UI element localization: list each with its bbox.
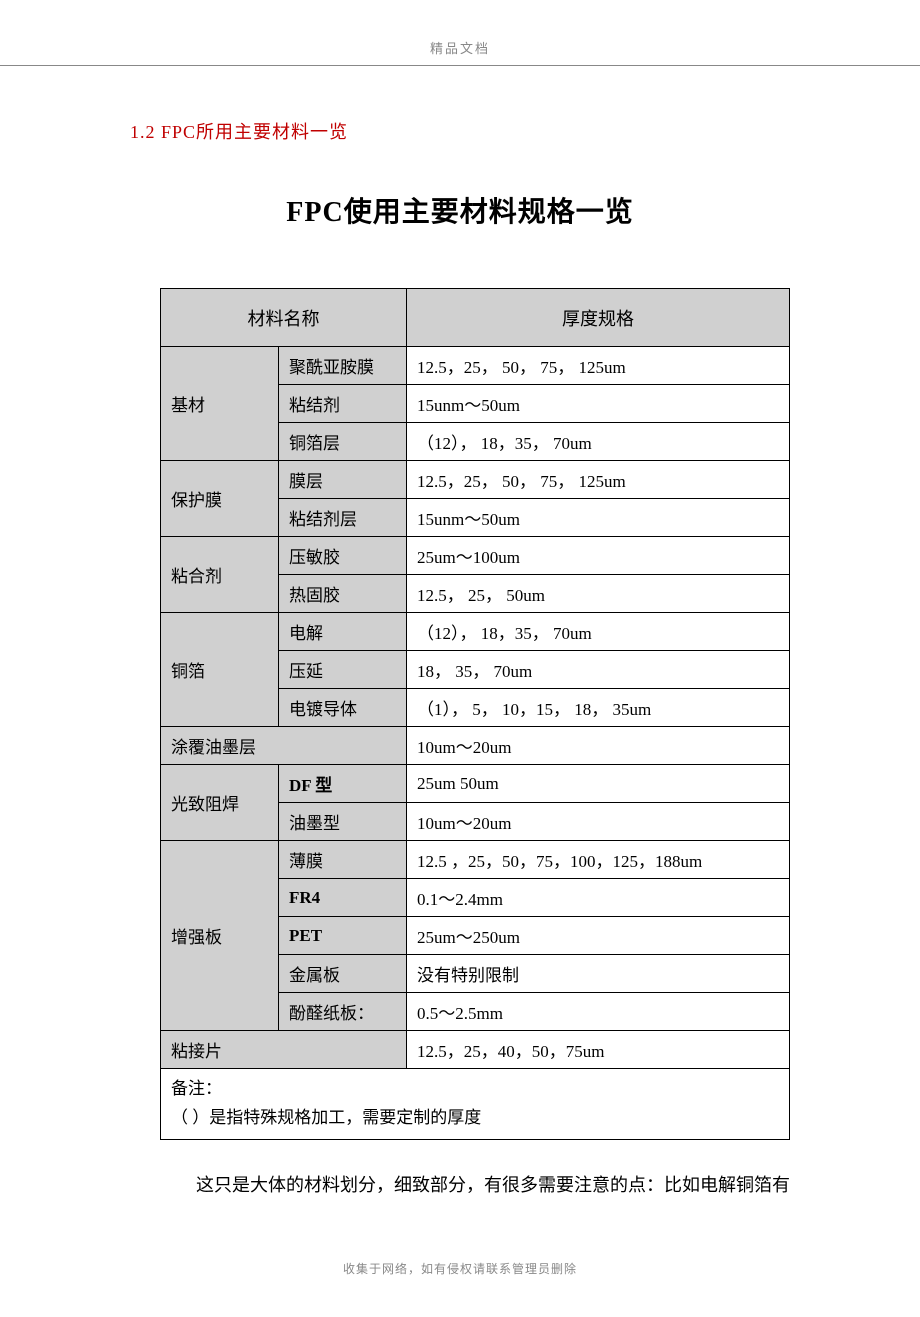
cell-subcategory: 电镀导体: [279, 689, 407, 727]
cell-spec: 0.1～2.4mm: [407, 879, 790, 917]
table-row: 铜箔电解（12）， 18，35， 70um: [161, 613, 790, 651]
col-header-spec: 厚度规格: [407, 289, 790, 347]
cell-subcategory: 铜箔层: [279, 423, 407, 461]
cell-category: 保护膜: [161, 461, 279, 537]
cell-category: 光致阻焊: [161, 765, 279, 841]
table-row: 增强板薄膜12.5 ，25，50，75，100，125，188um: [161, 841, 790, 879]
document-page: 精品文档 1.2 FPC所用主要材料一览 FPC使用主要材料规格一览 材料名称 …: [0, 0, 920, 1317]
cell-subcategory: 薄膜: [279, 841, 407, 879]
col-header-name: 材料名称: [161, 289, 407, 347]
cell-subcategory: 粘结剂: [279, 385, 407, 423]
cell-subcategory: 油墨型: [279, 803, 407, 841]
cell-subcategory: 电解: [279, 613, 407, 651]
materials-table-wrap: 材料名称 厚度规格 基材聚酰亚胺膜12.5，25， 50， 75， 125um粘…: [160, 288, 790, 1140]
cell-subcategory: FR4: [279, 879, 407, 917]
cell-category: 铜箔: [161, 613, 279, 727]
cell-spec: （1）， 5， 10，15， 18， 35um: [407, 689, 790, 727]
cell-subcategory: 热固胶: [279, 575, 407, 613]
table-header-row: 材料名称 厚度规格: [161, 289, 790, 347]
cell-spec: 18， 35， 70um: [407, 651, 790, 689]
cell-spec: 12.5，25， 50， 75， 125um: [407, 347, 790, 385]
cell-subcategory: 金属板: [279, 955, 407, 993]
cell-spec: 12.5，25，40，50，75um: [407, 1031, 790, 1069]
table-note-row: 备注：（ ）是指特殊规格加工，需要定制的厚度: [161, 1069, 790, 1140]
cell-note: 备注：（ ）是指特殊规格加工，需要定制的厚度: [161, 1069, 790, 1140]
cell-subcategory: 压延: [279, 651, 407, 689]
cell-spec: 15unm～50um: [407, 385, 790, 423]
table-row: 粘接片12.5，25，40，50，75um: [161, 1031, 790, 1069]
cell-category: 增强板: [161, 841, 279, 1031]
body-paragraph: 这只是大体的材料划分，细致部分，有很多需要注意的点：比如电解铜箔有: [160, 1170, 790, 1201]
table-row: 粘合剂压敏胶25um～100um: [161, 537, 790, 575]
section-number: 1.2 FPC所用主要材料一览: [130, 118, 920, 144]
cell-spec: 25um 50um: [407, 765, 790, 803]
table-row: 涂覆油墨层10um～20um: [161, 727, 790, 765]
cell-subcategory: 压敏胶: [279, 537, 407, 575]
cell-spec: 10um～20um: [407, 727, 790, 765]
cell-subcategory: 酚醛纸板：: [279, 993, 407, 1031]
cell-spec: 10um～20um: [407, 803, 790, 841]
cell-subcategory: 膜层: [279, 461, 407, 499]
cell-category: 涂覆油墨层: [161, 727, 407, 765]
cell-spec: （12）， 18，35， 70um: [407, 613, 790, 651]
table-row: 基材聚酰亚胺膜12.5，25， 50， 75， 125um: [161, 347, 790, 385]
table-row: 保护膜膜层12.5，25， 50， 75， 125um: [161, 461, 790, 499]
cell-spec: 15unm～50um: [407, 499, 790, 537]
cell-subcategory: 聚酰亚胺膜: [279, 347, 407, 385]
cell-category: 粘接片: [161, 1031, 407, 1069]
doc-header-label: 精品文档: [0, 0, 920, 65]
cell-spec: 12.5， 25， 50um: [407, 575, 790, 613]
cell-spec: 12.5 ，25，50，75，100，125，188um: [407, 841, 790, 879]
cell-spec: 25um～100um: [407, 537, 790, 575]
table-body: 基材聚酰亚胺膜12.5，25， 50， 75， 125um粘结剂15unm～50…: [161, 347, 790, 1140]
cell-subcategory: DF 型: [279, 765, 407, 803]
page-title: FPC使用主要材料规格一览: [0, 190, 920, 230]
cell-subcategory: PET: [279, 917, 407, 955]
cell-spec: 25um～250um: [407, 917, 790, 955]
cell-category: 粘合剂: [161, 537, 279, 613]
cell-subcategory: 粘结剂层: [279, 499, 407, 537]
header-rule: [0, 65, 920, 66]
doc-footer-label: 收集于网络，如有侵权请联系管理员删除: [0, 1260, 920, 1277]
cell-spec: 12.5，25， 50， 75， 125um: [407, 461, 790, 499]
cell-spec: 没有特别限制: [407, 955, 790, 993]
table-row: 光致阻焊DF 型25um 50um: [161, 765, 790, 803]
cell-spec: 0.5～2.5mm: [407, 993, 790, 1031]
materials-table: 材料名称 厚度规格 基材聚酰亚胺膜12.5，25， 50， 75， 125um粘…: [160, 288, 790, 1140]
cell-category: 基材: [161, 347, 279, 461]
cell-spec: （12）， 18，35， 70um: [407, 423, 790, 461]
